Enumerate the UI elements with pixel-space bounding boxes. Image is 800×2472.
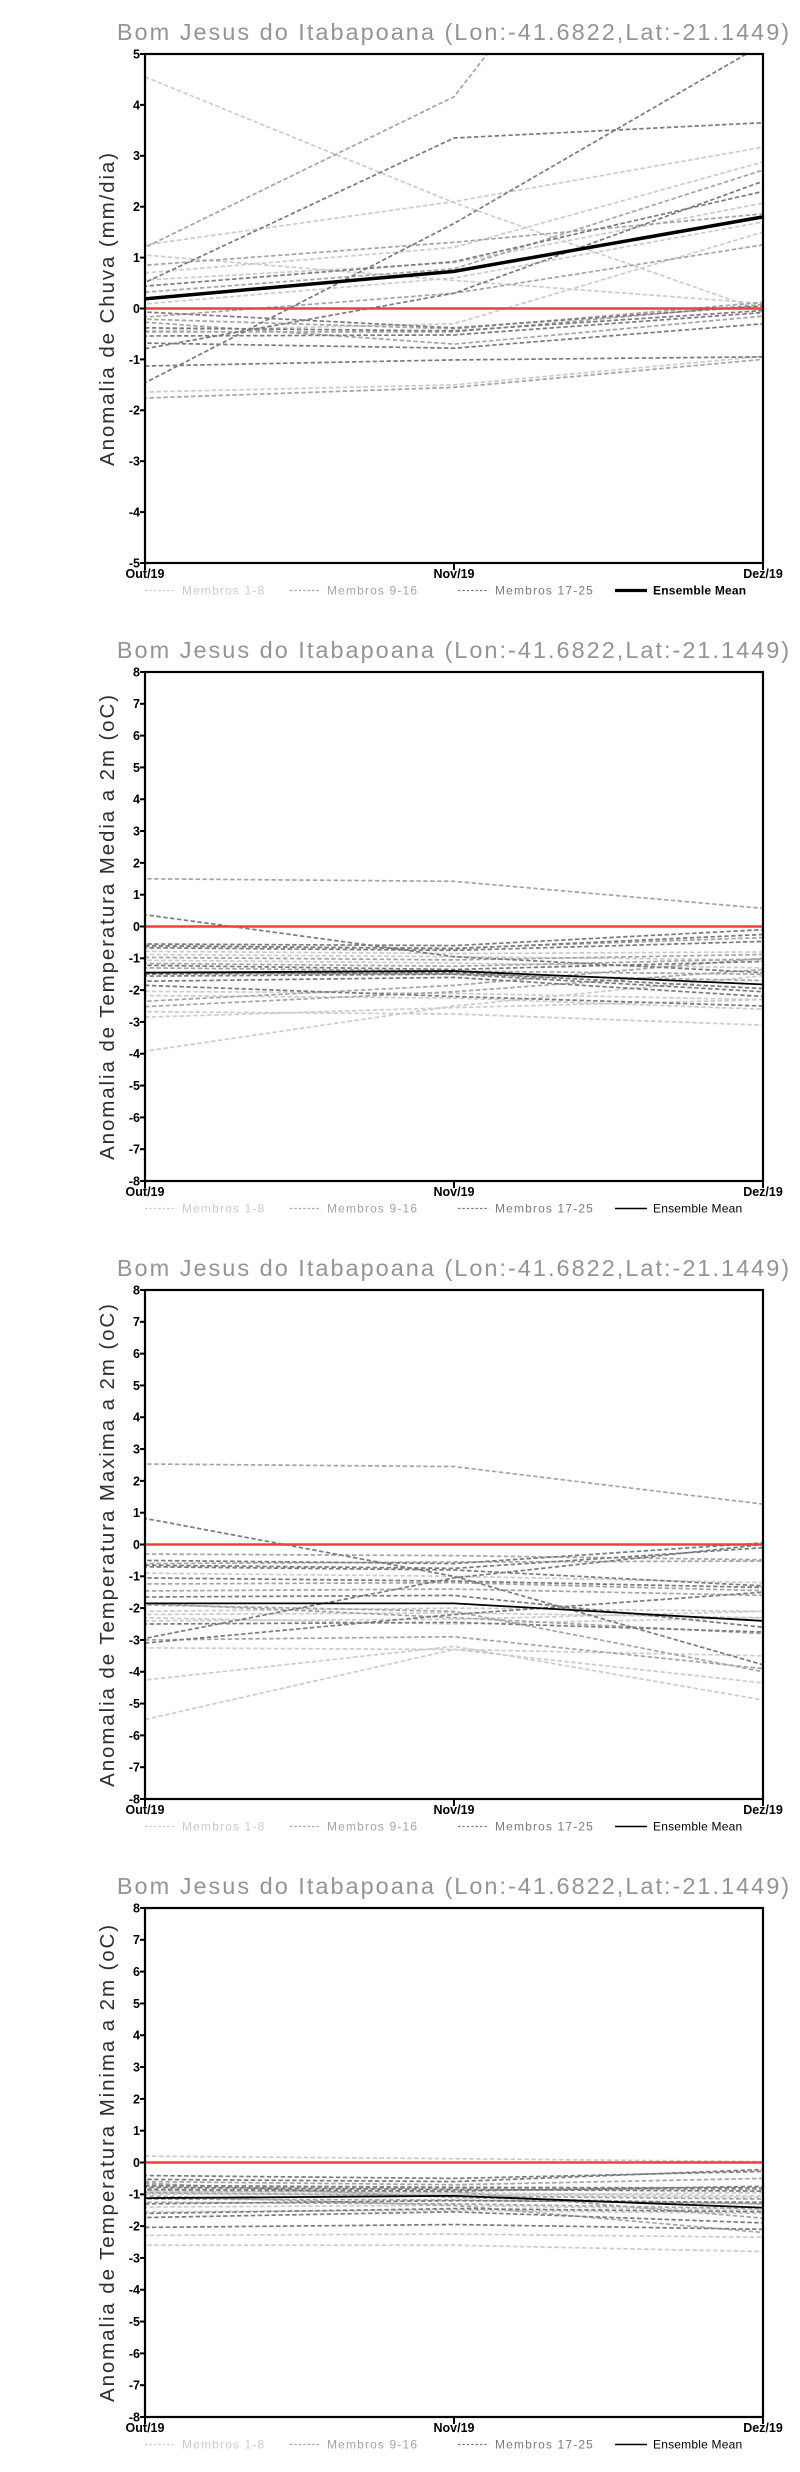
svg-text:-4: -4 (129, 1665, 140, 1679)
svg-text:6: 6 (133, 1347, 140, 1361)
svg-text:-7: -7 (129, 1761, 140, 1775)
svg-text:Membros 9-16: Membros 9-16 (327, 2438, 418, 2452)
svg-text:8: 8 (133, 665, 140, 679)
svg-text:-6: -6 (129, 2347, 140, 2361)
svg-text:Out/19: Out/19 (126, 1803, 165, 1817)
svg-text:1: 1 (133, 251, 140, 265)
svg-text:Ensemble Mean: Ensemble Mean (653, 1820, 742, 1834)
svg-text:Dez/19: Dez/19 (743, 2421, 783, 2435)
svg-text:2: 2 (133, 200, 140, 214)
svg-text:Anomalia de Temperatura Media: Anomalia de Temperatura Media a 2m (oC) (96, 693, 119, 1160)
svg-text:Membros 1-8: Membros 1-8 (182, 584, 265, 598)
svg-text:5: 5 (133, 47, 140, 61)
svg-text:Membros 17-25: Membros 17-25 (495, 584, 594, 598)
svg-text:-2: -2 (129, 984, 140, 998)
svg-text:5: 5 (133, 1997, 140, 2011)
svg-text:Out/19: Out/19 (126, 2421, 165, 2435)
svg-text:2: 2 (133, 1474, 140, 1488)
svg-text:Dez/19: Dez/19 (743, 1185, 783, 1199)
svg-text:-6: -6 (129, 1729, 140, 1743)
svg-text:7: 7 (133, 1933, 140, 1947)
svg-text:Membros 9-16: Membros 9-16 (327, 584, 418, 598)
svg-text:5: 5 (133, 1379, 140, 1393)
svg-text:Nov/19: Nov/19 (434, 567, 475, 581)
svg-text:Ensemble Mean: Ensemble Mean (653, 584, 746, 598)
svg-text:-5: -5 (129, 1079, 140, 1093)
svg-text:Bom Jesus do Itabapoana (Lon:-: Bom Jesus do Itabapoana (Lon:-41.6822,La… (117, 637, 791, 663)
svg-text:4: 4 (133, 793, 140, 807)
svg-text:Bom Jesus do Itabapoana (Lon:-: Bom Jesus do Itabapoana (Lon:-41.6822,La… (117, 1873, 791, 1899)
svg-text:-7: -7 (129, 1143, 140, 1157)
svg-text:6: 6 (133, 729, 140, 743)
svg-text:Membros 1-8: Membros 1-8 (182, 1820, 265, 1834)
svg-text:-8: -8 (129, 1174, 140, 1188)
svg-text:2: 2 (133, 856, 140, 870)
svg-text:4: 4 (133, 2029, 140, 2043)
svg-text:Anomalia de Chuva (mm/dia): Anomalia de Chuva (mm/dia) (96, 151, 119, 466)
svg-text:Out/19: Out/19 (126, 1185, 165, 1199)
svg-text:Dez/19: Dez/19 (743, 567, 783, 581)
svg-text:-2: -2 (129, 1602, 140, 1616)
svg-text:Ensemble Mean: Ensemble Mean (653, 1202, 742, 1216)
svg-text:7: 7 (133, 697, 140, 711)
svg-text:-6: -6 (129, 1111, 140, 1125)
svg-text:-2: -2 (129, 404, 140, 418)
svg-text:-1: -1 (129, 353, 140, 367)
svg-text:-4: -4 (129, 1047, 140, 1061)
svg-text:Membros 1-8: Membros 1-8 (182, 2438, 265, 2452)
svg-text:-7: -7 (129, 2379, 140, 2393)
svg-text:0: 0 (133, 920, 140, 934)
svg-text:0: 0 (133, 1538, 140, 1552)
svg-text:Nov/19: Nov/19 (434, 1185, 475, 1199)
svg-text:2: 2 (133, 2092, 140, 2106)
svg-text:Membros 9-16: Membros 9-16 (327, 1820, 418, 1834)
svg-text:Membros 17-25: Membros 17-25 (495, 1202, 594, 1216)
svg-text:1: 1 (133, 2124, 140, 2138)
svg-text:3: 3 (133, 1442, 140, 1456)
svg-text:5: 5 (133, 761, 140, 775)
svg-text:-4: -4 (129, 2283, 140, 2297)
svg-text:Anomalia de Temperatura Maxima: Anomalia de Temperatura Maxima a 2m (oC) (96, 1302, 119, 1787)
svg-text:-5: -5 (129, 1697, 140, 1711)
svg-text:Nov/19: Nov/19 (434, 2421, 475, 2435)
svg-text:8: 8 (133, 1283, 140, 1297)
svg-text:-8: -8 (129, 1792, 140, 1806)
svg-text:4: 4 (133, 1411, 140, 1425)
svg-text:3: 3 (133, 824, 140, 838)
svg-text:-4: -4 (129, 506, 140, 520)
svg-text:Ensemble Mean: Ensemble Mean (653, 2438, 742, 2452)
svg-text:-1: -1 (129, 2188, 140, 2202)
svg-text:1: 1 (133, 888, 140, 902)
svg-text:3: 3 (133, 2060, 140, 2074)
svg-text:Bom Jesus do Itabapoana (Lon:-: Bom Jesus do Itabapoana (Lon:-41.6822,La… (117, 19, 791, 45)
svg-text:-2: -2 (129, 2220, 140, 2234)
svg-text:-3: -3 (129, 1015, 140, 1029)
svg-text:Bom Jesus do Itabapoana (Lon:-: Bom Jesus do Itabapoana (Lon:-41.6822,La… (117, 1255, 791, 1281)
svg-text:Nov/19: Nov/19 (434, 1803, 475, 1817)
svg-text:6: 6 (133, 1965, 140, 1979)
svg-text:1: 1 (133, 1506, 140, 1520)
svg-text:7: 7 (133, 1315, 140, 1329)
svg-text:-3: -3 (129, 455, 140, 469)
svg-text:Membros 17-25: Membros 17-25 (495, 1820, 594, 1834)
svg-text:Membros 1-8: Membros 1-8 (182, 1202, 265, 1216)
svg-text:0: 0 (133, 302, 140, 316)
svg-text:-1: -1 (129, 1570, 140, 1584)
svg-text:Dez/19: Dez/19 (743, 1803, 783, 1817)
svg-text:3: 3 (133, 149, 140, 163)
svg-text:-3: -3 (129, 1633, 140, 1647)
svg-text:-1: -1 (129, 952, 140, 966)
svg-text:-3: -3 (129, 2251, 140, 2265)
svg-text:Membros 9-16: Membros 9-16 (327, 1202, 418, 1216)
svg-text:0: 0 (133, 2156, 140, 2170)
svg-text:-5: -5 (129, 2315, 140, 2329)
svg-text:-5: -5 (129, 556, 140, 570)
svg-text:4: 4 (133, 98, 140, 112)
svg-text:Membros 17-25: Membros 17-25 (495, 2438, 594, 2452)
svg-text:-8: -8 (129, 2410, 140, 2424)
svg-text:Out/19: Out/19 (126, 567, 165, 581)
svg-text:8: 8 (133, 1901, 140, 1915)
svg-text:Anomalia de Temperatura Minima: Anomalia de Temperatura Minima a 2m (oC) (96, 1923, 119, 2402)
